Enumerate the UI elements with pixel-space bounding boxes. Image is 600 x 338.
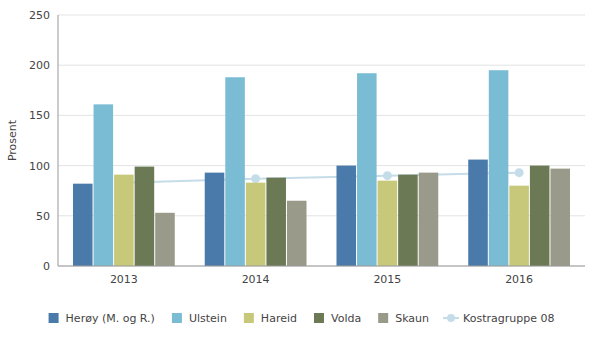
legend-item: Skaun	[378, 312, 429, 325]
bar	[509, 186, 529, 266]
legend-item: Volda	[314, 312, 361, 325]
bar	[530, 166, 550, 266]
bar	[489, 70, 509, 266]
bar	[287, 201, 307, 266]
y-tick-label: 50	[36, 210, 50, 223]
bar	[419, 173, 439, 266]
legend-item: Kostragruppe 08	[443, 312, 554, 325]
legend-label: Hareid	[261, 312, 297, 325]
grid-line	[58, 266, 585, 267]
grid-line	[58, 65, 585, 66]
bar	[398, 175, 418, 266]
bar	[155, 213, 175, 266]
bar	[550, 169, 570, 266]
bar	[73, 184, 93, 266]
legend-swatch	[244, 313, 254, 323]
bar	[246, 183, 266, 266]
y-tick-label: 100	[29, 160, 50, 173]
legend-label: Herøy (M. og R.)	[66, 312, 155, 325]
legend-label: Ulstein	[189, 312, 227, 325]
x-tick-label: 2014	[242, 273, 270, 286]
chart: 0 50 100 150 200 250 Prosent 2013 2014 2015 2016 He…	[0, 0, 600, 338]
y-tick-label: 0	[43, 260, 50, 273]
plot-area	[119, 168, 523, 187]
legend-item: Hareid	[244, 312, 297, 325]
bar	[336, 166, 356, 266]
y-tick-label: 200	[29, 59, 50, 72]
y-tick-label: 150	[29, 109, 50, 122]
legend-swatch	[443, 314, 459, 322]
line-marker	[251, 174, 260, 183]
x-tick-label: 2016	[505, 273, 533, 286]
y-tick-label: 250	[29, 9, 50, 22]
legend-swatch	[314, 313, 324, 323]
legend-label: Skaun	[395, 312, 429, 325]
bar	[135, 167, 155, 266]
legend-swatch	[172, 313, 182, 323]
grid-line	[58, 15, 585, 16]
x-tick-label: 2013	[110, 273, 138, 286]
legend-item: Herøy (M. og R.)	[49, 312, 155, 325]
legend-label: Kostragruppe 08	[463, 312, 554, 325]
bar	[205, 173, 225, 266]
x-tick-label: 2015	[373, 273, 401, 286]
bar	[468, 160, 488, 266]
legend-swatch	[49, 313, 59, 323]
line-marker	[515, 168, 524, 177]
legend: Herøy (M. og R.) Ulstein Hareid Volda Skaun K…	[49, 312, 555, 325]
line	[124, 173, 519, 183]
y-axis-line	[58, 15, 59, 266]
y-axis-label: Prosent	[6, 119, 19, 161]
legend-label: Volda	[331, 312, 361, 325]
x-axis-line	[58, 266, 585, 267]
bar	[266, 178, 286, 266]
legend-swatch-marker	[447, 314, 455, 322]
legend-swatch	[378, 313, 388, 323]
bar	[94, 104, 114, 266]
bar	[114, 175, 134, 266]
line-marker	[383, 171, 392, 180]
bar	[225, 77, 245, 266]
bar	[378, 181, 398, 266]
legend-item: Ulstein	[172, 312, 227, 325]
bar	[357, 73, 377, 266]
